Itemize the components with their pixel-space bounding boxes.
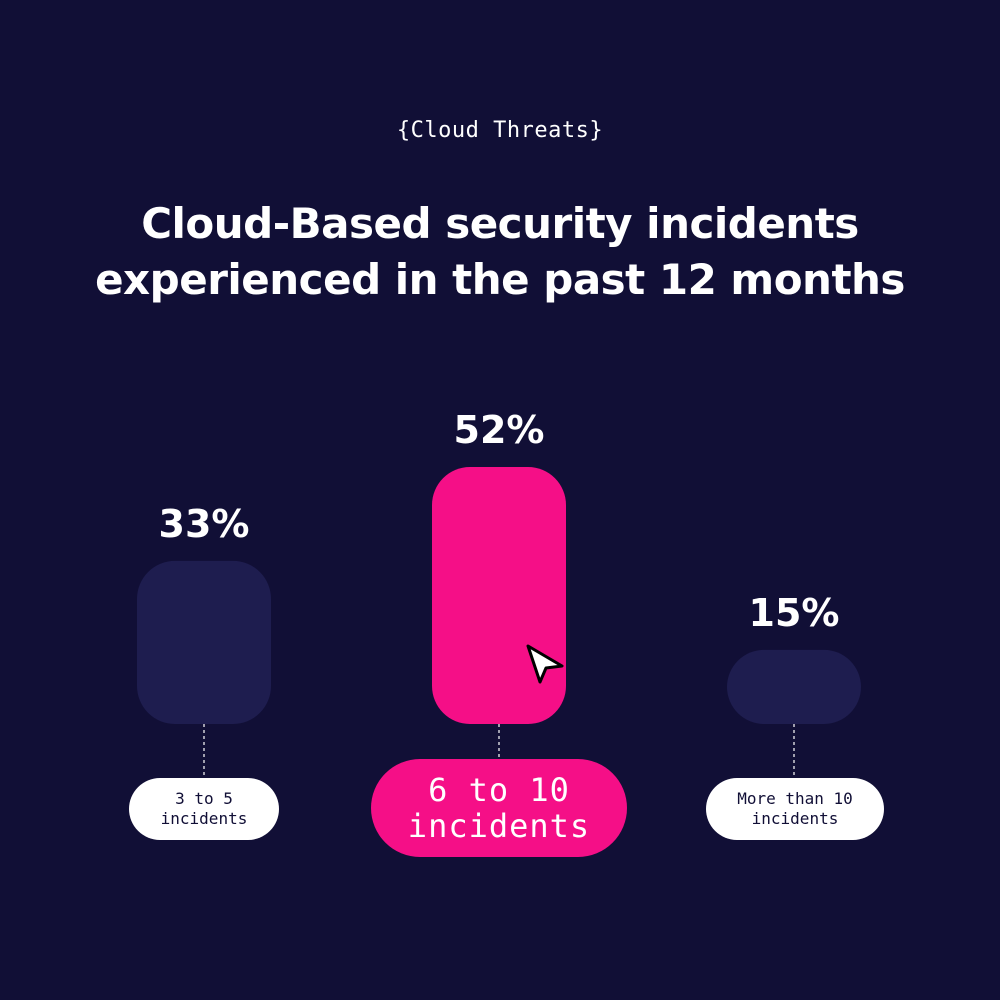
value-label-0: 33% — [159, 502, 250, 546]
value-label-1: 52% — [454, 408, 545, 452]
category-label-more-than-10: More than 10 incidents — [706, 778, 884, 840]
bar-2 — [727, 649, 861, 724]
cursor-pointer-icon — [526, 644, 564, 684]
category-label-6-to-10: 6 to 10 incidents — [371, 759, 627, 857]
eyebrow-label: {Cloud Threats} — [396, 118, 604, 143]
bar-1 — [432, 467, 566, 724]
chart-title-line-2: experienced in the past 12 months — [95, 255, 905, 304]
chart-title: Cloud-Based security incidents experienc… — [0, 196, 1000, 308]
category-label-3-to-5: 3 to 5 incidents — [129, 778, 279, 840]
chart-title-line-1: Cloud-Based security incidents — [141, 199, 859, 248]
value-label-2: 15% — [749, 591, 840, 635]
bar-0 — [137, 560, 271, 724]
